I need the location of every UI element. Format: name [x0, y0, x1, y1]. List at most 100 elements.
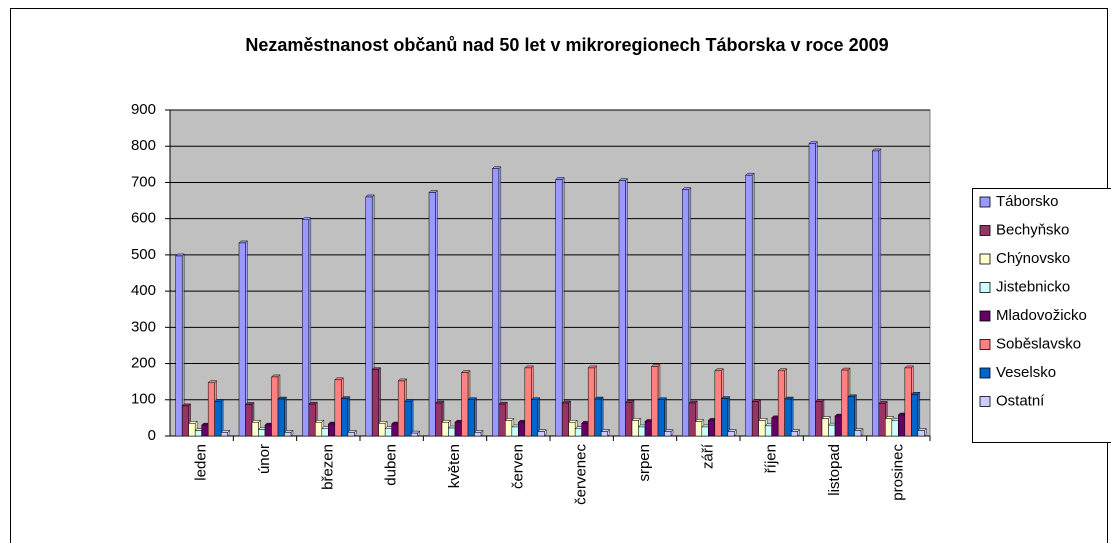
bar — [878, 403, 886, 437]
legend-label: Bechyňsko — [996, 221, 1069, 238]
bar — [885, 418, 893, 437]
legend-label: Mladovožicko — [996, 307, 1087, 324]
bar — [201, 424, 209, 437]
bar — [834, 415, 842, 437]
chart-title: Nezaměstnanost občanů nad 50 let v mikro… — [245, 35, 888, 55]
legend-swatch — [979, 339, 991, 350]
bar — [815, 401, 823, 437]
bar — [524, 367, 532, 437]
bar — [175, 255, 183, 437]
legend-swatch — [979, 282, 991, 293]
y-tick-label: 900 — [131, 101, 156, 118]
bar — [341, 398, 349, 437]
legend-swatch — [979, 367, 991, 379]
bar-side — [498, 166, 502, 437]
bar — [745, 174, 753, 437]
bar — [727, 431, 735, 437]
x-tick-label: září — [699, 443, 716, 469]
bar — [721, 398, 729, 437]
bar — [410, 432, 418, 437]
bar — [841, 369, 849, 437]
bar — [594, 398, 602, 437]
bar — [378, 423, 386, 437]
legend-label: Jistebnicko — [996, 278, 1070, 295]
y-tick-label: 100 — [131, 391, 156, 408]
x-tick-label: leden — [193, 444, 210, 481]
bar — [790, 431, 798, 437]
legend — [972, 188, 1111, 443]
bar — [245, 404, 253, 437]
bar — [600, 431, 608, 437]
y-tick-label: 0 — [148, 427, 156, 444]
bar — [821, 418, 829, 437]
legend-label: Ostatní — [996, 392, 1045, 409]
bar — [194, 430, 202, 437]
bar — [505, 420, 513, 437]
legend-swatch — [979, 253, 991, 265]
x-tick-label: březen — [319, 444, 336, 490]
legend-label: Soběslavsko — [996, 335, 1081, 352]
bar — [917, 430, 925, 437]
bar — [625, 402, 633, 437]
bar — [531, 399, 539, 437]
bar-side — [410, 398, 414, 437]
bar — [651, 366, 659, 437]
legend-label: Veselsko — [996, 364, 1056, 381]
legend-swatch — [979, 310, 991, 322]
bar-side — [751, 172, 755, 437]
bar — [264, 424, 272, 437]
y-tick-label: 200 — [131, 355, 156, 372]
bar — [751, 401, 759, 437]
bar — [631, 420, 639, 437]
bar-side — [284, 396, 287, 437]
bar — [701, 426, 709, 437]
bar-side — [625, 178, 628, 437]
bar — [435, 402, 443, 437]
bar — [371, 369, 379, 437]
x-tick-label: duben — [383, 444, 400, 486]
bar — [695, 421, 703, 437]
bar — [664, 431, 672, 437]
bar — [384, 428, 392, 437]
bar — [220, 432, 228, 437]
x-tick-label: listopad — [826, 444, 843, 496]
bar — [315, 421, 323, 437]
bar — [854, 430, 862, 437]
bar — [251, 421, 259, 437]
legend-label: Táborsko — [996, 193, 1059, 210]
bar — [638, 426, 646, 437]
bar — [808, 143, 816, 437]
x-tick-label: prosinec — [889, 444, 906, 501]
bar — [511, 426, 519, 437]
bar — [644, 421, 652, 437]
bar — [784, 398, 792, 437]
bar — [284, 432, 292, 437]
bar — [904, 367, 912, 437]
bar-side — [878, 148, 882, 437]
bar — [428, 192, 436, 437]
bar — [872, 150, 880, 437]
bar-side — [474, 397, 477, 437]
bar — [714, 370, 722, 437]
bar — [461, 372, 469, 437]
bar — [555, 179, 563, 437]
bar — [911, 394, 919, 437]
bar — [214, 401, 222, 437]
x-tick-label: červenec — [573, 444, 590, 505]
bar — [688, 402, 696, 437]
bar — [441, 421, 449, 437]
bar — [321, 428, 329, 437]
bar — [568, 421, 576, 437]
bar — [847, 396, 855, 437]
bar — [682, 189, 690, 437]
bar — [581, 423, 589, 437]
bar — [258, 429, 266, 437]
bar — [492, 168, 500, 437]
bar — [334, 379, 342, 437]
y-tick-label: 500 — [131, 246, 156, 263]
bar — [764, 425, 772, 437]
y-tick-label: 700 — [131, 173, 156, 190]
bar — [302, 219, 310, 437]
y-tick-label: 600 — [131, 210, 156, 227]
bar — [181, 405, 189, 437]
